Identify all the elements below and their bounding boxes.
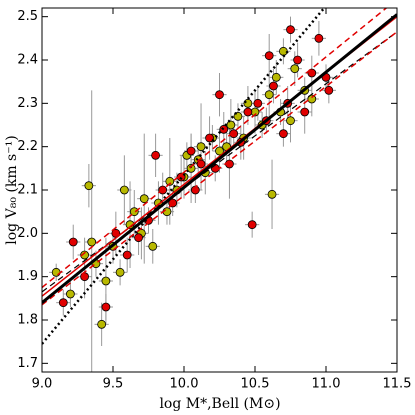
point (151, 150, 161, 160)
y-tick-label: 2.3 (17, 96, 38, 111)
point (293, 55, 303, 65)
point (186, 146, 196, 156)
point (129, 207, 139, 217)
fit-line (42, 31, 397, 293)
point (186, 163, 196, 173)
point (148, 241, 158, 251)
x-tick-label: 10.5 (241, 377, 270, 392)
point (264, 90, 274, 100)
plot-area (42, 8, 397, 372)
point (66, 289, 75, 299)
point (101, 276, 111, 286)
point (226, 120, 236, 130)
fit-line (42, 8, 326, 345)
point (205, 133, 214, 143)
y-axis-label: log V₈₀ (km s⁻¹) (4, 135, 20, 244)
point (264, 51, 274, 61)
fit-line (42, 8, 388, 289)
point (225, 159, 234, 169)
fit-line (42, 31, 397, 306)
point (307, 94, 317, 104)
point (271, 72, 281, 82)
point (58, 298, 68, 308)
point (51, 267, 61, 277)
point (68, 237, 78, 247)
x-tick-label: 11.0 (312, 377, 341, 392)
point (215, 90, 224, 100)
point (286, 116, 295, 126)
point (324, 85, 334, 95)
point (269, 81, 278, 91)
point (80, 250, 89, 260)
point (300, 107, 310, 117)
point (229, 129, 239, 139)
x-axis-label: log M*,Bell (M⊙) (159, 396, 280, 412)
point (196, 159, 206, 169)
fit-line (42, 13, 397, 304)
point (87, 237, 97, 247)
point (215, 146, 224, 156)
y-tick-label: 1.9 (17, 269, 38, 284)
point (196, 142, 206, 152)
point (243, 107, 253, 117)
point (278, 129, 288, 139)
point (97, 319, 107, 329)
y-tick-label: 2.0 (17, 226, 38, 241)
point (253, 98, 263, 108)
point (247, 220, 257, 230)
x-tick-label: 9.0 (32, 377, 53, 392)
point (139, 194, 149, 204)
point (267, 189, 277, 199)
point (115, 267, 125, 277)
y-tick-label: 1.8 (17, 313, 38, 328)
y-tick-label: 2.2 (17, 139, 38, 154)
point (314, 33, 324, 43)
frame (41, 7, 398, 373)
x-tick-label: 11.5 (383, 377, 412, 392)
x-tick-label: 10.0 (170, 377, 199, 392)
point (122, 250, 132, 260)
point (165, 176, 175, 186)
point (101, 302, 111, 312)
y-tick-label: 2.1 (17, 183, 38, 198)
point (290, 64, 300, 74)
y-tick-label: 2.4 (17, 53, 38, 68)
point (84, 181, 94, 191)
point (134, 233, 143, 243)
x-tick-label: 9.5 (103, 377, 124, 392)
point (286, 25, 295, 35)
y-tick-label: 2.5 (17, 9, 38, 24)
y-tick-label: 1.7 (17, 356, 38, 371)
point (119, 185, 129, 195)
